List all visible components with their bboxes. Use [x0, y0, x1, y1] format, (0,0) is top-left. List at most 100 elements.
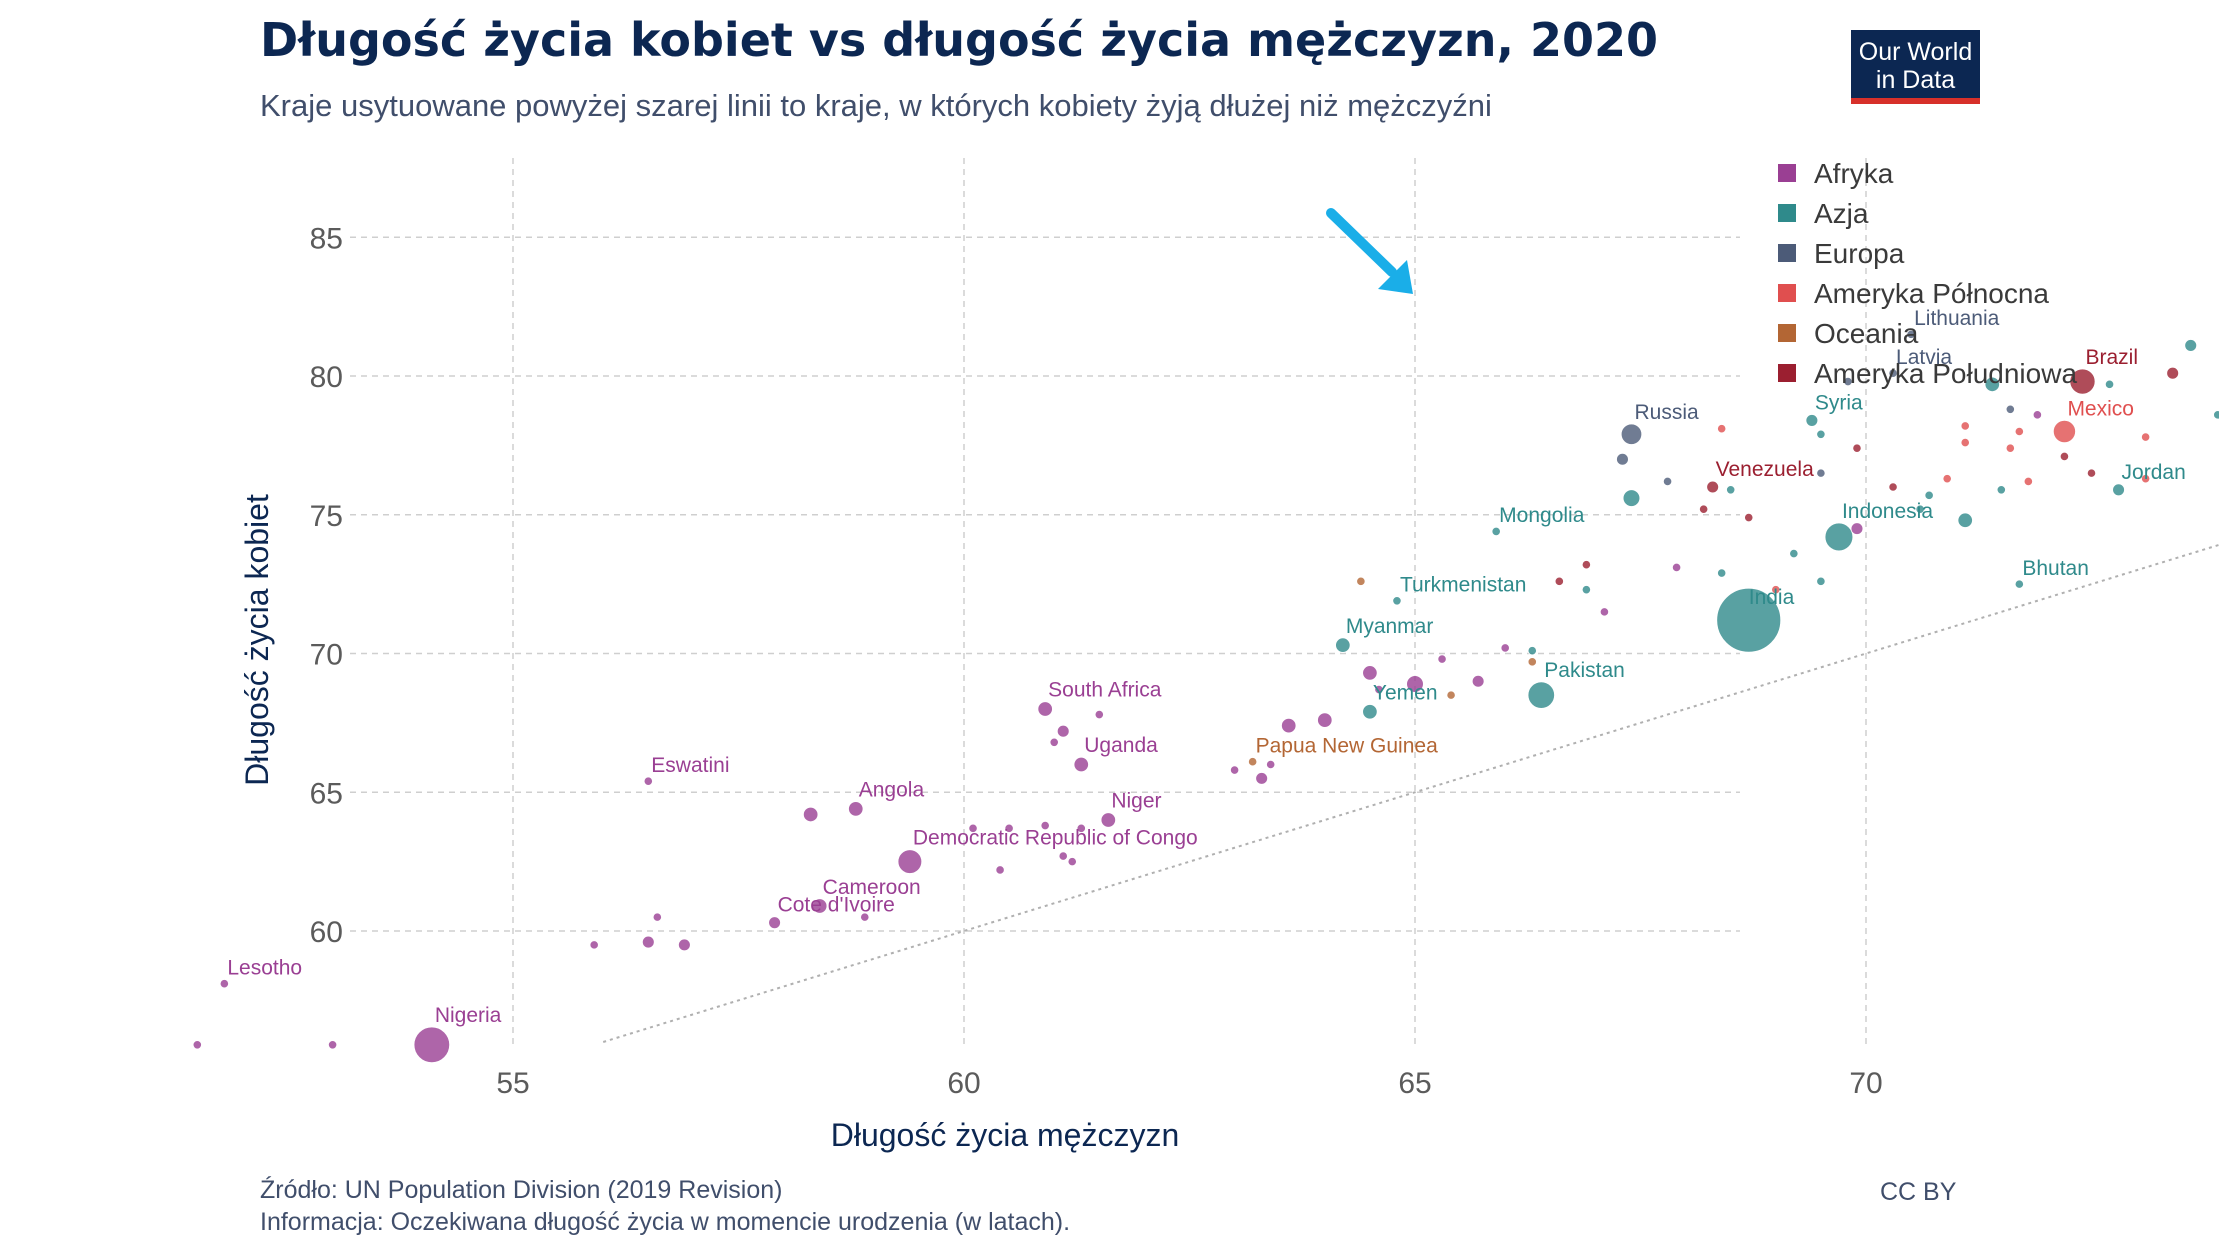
data-point[interactable] — [1599, 607, 1610, 617]
point-india[interactable] — [1716, 587, 1782, 653]
data-point[interactable] — [2141, 432, 2151, 442]
data-point[interactable] — [1744, 512, 1754, 523]
data-point[interactable] — [1527, 646, 1537, 656]
data-point[interactable] — [1281, 717, 1297, 734]
point-cote-d-ivoire[interactable] — [768, 916, 781, 930]
data-point[interactable] — [1471, 674, 1485, 688]
data-point[interactable] — [2005, 443, 2015, 453]
data-point[interactable] — [1058, 851, 1068, 861]
data-point[interactable] — [1581, 585, 1591, 595]
data-point[interactable] — [1067, 857, 1077, 867]
point-cameroon[interactable] — [812, 898, 828, 914]
legend-item-azja[interactable]: Azja — [1814, 198, 1869, 229]
data-point[interactable] — [1049, 737, 1059, 747]
point-uganda[interactable] — [1073, 756, 1089, 773]
point-lesotho[interactable] — [219, 979, 229, 989]
data-point[interactable] — [1942, 474, 1952, 484]
data-point[interactable] — [1362, 665, 1378, 681]
data-point[interactable] — [1699, 504, 1709, 514]
point-latvia[interactable] — [1888, 368, 1898, 378]
point-venezuela[interactable] — [1706, 480, 1719, 494]
data-point[interactable] — [678, 938, 691, 952]
data-point[interactable] — [1004, 823, 1014, 833]
data-point[interactable] — [1554, 576, 1564, 586]
data-point[interactable] — [1437, 654, 1447, 664]
point-russia[interactable] — [1620, 423, 1643, 445]
point-bhutan[interactable] — [2014, 579, 2024, 589]
data-point[interactable] — [2014, 426, 2024, 437]
data-point[interactable] — [2184, 339, 2198, 352]
point-yemen[interactable] — [1362, 704, 1378, 720]
data-point[interactable] — [1317, 712, 1333, 728]
data-point[interactable] — [327, 1040, 338, 1050]
data-point[interactable] — [1406, 675, 1424, 693]
data-point[interactable] — [1850, 522, 1864, 535]
license-link[interactable]: CC BY — [1880, 1178, 1957, 1206]
point-lithuania[interactable] — [1906, 329, 1916, 339]
data-point[interactable] — [1771, 585, 1781, 595]
data-point[interactable] — [1374, 684, 1384, 695]
point-mexico[interactable] — [2052, 419, 2076, 444]
data-point[interactable] — [2005, 404, 2015, 414]
data-point[interactable] — [2023, 476, 2033, 487]
data-point[interactable] — [1717, 568, 1727, 578]
data-point[interactable] — [1230, 765, 1240, 775]
data-point[interactable] — [968, 823, 978, 833]
data-point[interactable] — [802, 806, 819, 823]
point-jordan[interactable] — [2112, 483, 2125, 497]
data-point[interactable] — [1816, 468, 1826, 478]
data-point[interactable] — [1056, 724, 1070, 738]
legend-item-europa[interactable]: Europa — [1814, 238, 1905, 269]
legend-item-ameryka_poludniowa[interactable]: Ameryka Południowa — [1814, 358, 2077, 389]
data-point[interactable] — [1726, 485, 1736, 495]
point-papua-new-guinea[interactable] — [1248, 757, 1258, 767]
data-point[interactable] — [1984, 376, 2000, 392]
data-point[interactable] — [1266, 759, 1276, 770]
data-point[interactable] — [1843, 376, 1853, 387]
data-point[interactable] — [1527, 657, 1537, 667]
data-point[interactable] — [995, 865, 1005, 875]
data-point[interactable] — [1446, 690, 1456, 700]
data-point[interactable] — [1960, 437, 1970, 448]
point-myanmar[interactable] — [1335, 637, 1351, 653]
data-point[interactable] — [1996, 485, 2006, 495]
data-point[interactable] — [641, 935, 655, 949]
data-point[interactable] — [652, 912, 662, 922]
data-point[interactable] — [589, 940, 599, 950]
data-point[interactable] — [2141, 474, 2151, 484]
data-point[interactable] — [1076, 823, 1086, 833]
legend-item-afryka[interactable]: Afryka — [1814, 158, 1894, 189]
data-point[interactable] — [2032, 410, 2042, 420]
data-point[interactable] — [2086, 468, 2097, 478]
data-point[interactable] — [192, 1040, 202, 1050]
data-point[interactable] — [1581, 560, 1591, 570]
data-point[interactable] — [2104, 379, 2115, 389]
data-point[interactable] — [1888, 482, 1898, 492]
point-brazil[interactable] — [2069, 368, 2096, 395]
data-point[interactable] — [1094, 709, 1104, 720]
data-point[interactable] — [1957, 512, 1973, 528]
point-mongolia[interactable] — [1491, 526, 1501, 537]
data-point[interactable] — [1789, 548, 1799, 559]
owid-logo[interactable]: Our World in Data — [1851, 30, 1980, 104]
point-nigeria[interactable] — [413, 1026, 451, 1063]
data-point[interactable] — [2059, 451, 2070, 462]
data-point[interactable] — [1622, 489, 1641, 507]
data-point[interactable] — [1500, 643, 1510, 653]
data-point[interactable] — [2166, 366, 2180, 380]
data-point[interactable] — [860, 912, 870, 922]
point-democratic-republic-of-congo[interactable] — [897, 849, 923, 874]
data-point[interactable] — [1924, 490, 1934, 500]
legend-item-oceania[interactable]: Oceania — [1814, 318, 1919, 349]
data-point[interactable] — [1662, 476, 1673, 487]
point-eswatini[interactable] — [643, 776, 653, 786]
data-point[interactable] — [1616, 452, 1629, 466]
data-point[interactable] — [1356, 576, 1366, 586]
legend-item-ameryka_polnocna[interactable]: Ameryka Północna — [1814, 278, 2049, 309]
data-point[interactable] — [1960, 421, 1970, 431]
data-point[interactable] — [1816, 576, 1826, 586]
point-angola[interactable] — [848, 801, 864, 817]
data-point[interactable] — [1255, 772, 1268, 785]
point-pakistan[interactable] — [1527, 681, 1555, 709]
point-indonesia[interactable] — [1824, 522, 1854, 552]
